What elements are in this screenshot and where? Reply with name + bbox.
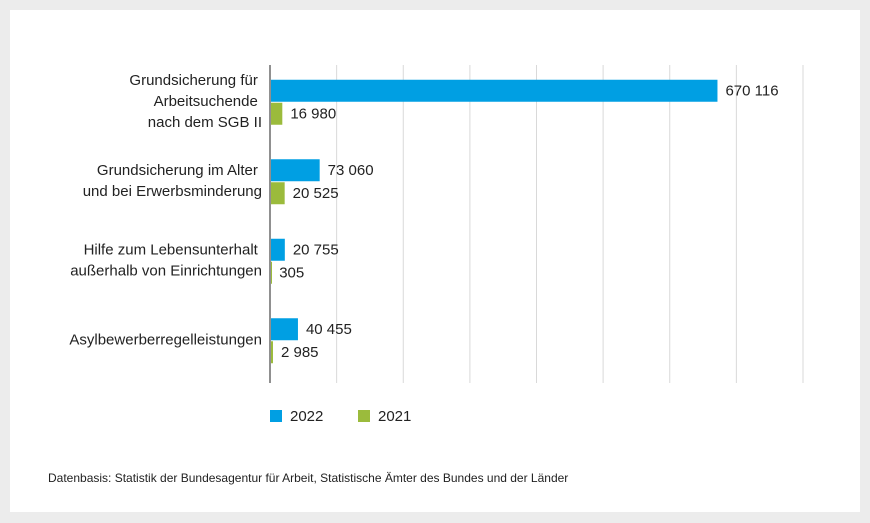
value-label: 16 980 [290, 106, 336, 123]
bar [271, 341, 273, 364]
bar [271, 318, 298, 341]
category-label: Grundsicherung im Alter und bei Erwerbsm… [83, 162, 262, 200]
value-label: 305 [279, 265, 304, 282]
bar [271, 159, 320, 182]
category-label: Asylbewerberregelleistungen [69, 331, 262, 348]
bar [271, 79, 718, 102]
legend-label: 2021 [378, 408, 411, 425]
value-label: 670 116 [725, 83, 778, 100]
bar [271, 182, 285, 205]
value-label: 40 455 [306, 321, 352, 338]
legend-swatch [358, 410, 370, 422]
value-label: 20 755 [293, 242, 339, 259]
legend-swatch [270, 410, 282, 422]
bar [271, 261, 272, 284]
category-label: Hilfe zum Lebensunterhalt außerhalb von … [70, 241, 262, 279]
value-label: 2 985 [281, 344, 319, 361]
legend-label: 2022 [290, 408, 323, 425]
value-label: 20 525 [293, 185, 339, 202]
bar [271, 238, 285, 261]
source-note: Datenbasis: Statistik der Bundesagentur … [48, 471, 568, 485]
value-label: 73 060 [328, 162, 374, 179]
bar [271, 102, 283, 125]
category-label: Grundsicherung für Arbeitsuchende nach d… [129, 72, 262, 131]
